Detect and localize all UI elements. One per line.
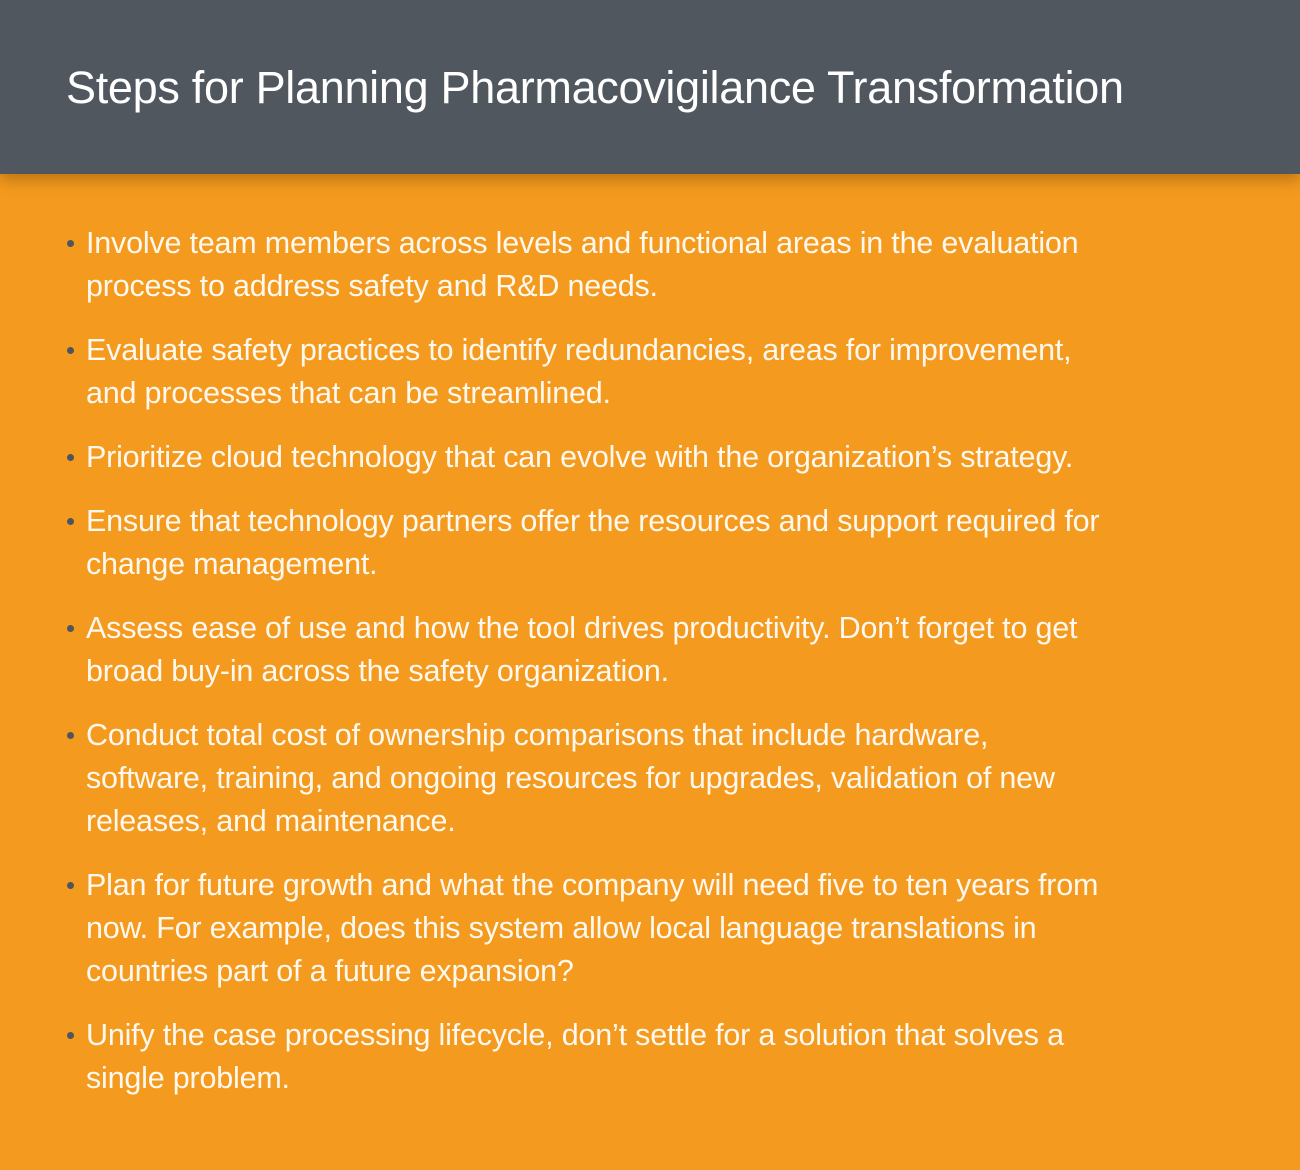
- list-item-text: Ensure that technology partners offer th…: [86, 504, 1100, 538]
- steps-list: Involve team members across levels and f…: [0, 222, 1300, 1121]
- list-item-text: Assess ease of use and how the tool driv…: [86, 611, 1078, 645]
- list-item-text: Unify the case processing lifecycle, don…: [86, 1018, 1064, 1052]
- list-item-text: Prioritize cloud technology that can evo…: [86, 440, 1074, 474]
- bullet-icon: [67, 347, 74, 354]
- list-item-text: releases, and maintenance.: [86, 804, 456, 838]
- bullet-icon: [67, 732, 74, 739]
- list-item: Conduct total cost of ownership comparis…: [0, 714, 1300, 843]
- bullet-icon: [67, 1032, 74, 1039]
- list-item-text: change management.: [86, 547, 378, 581]
- list-item-text: Plan for future growth and what the comp…: [86, 868, 1099, 902]
- list-item-text: single problem.: [86, 1061, 290, 1095]
- bullet-icon: [67, 882, 74, 889]
- list-item: Evaluate safety practices to identify re…: [0, 329, 1300, 415]
- bullet-icon: [67, 518, 74, 525]
- list-item-text: now. For example, does this system allow…: [86, 911, 1037, 945]
- list-item-text: process to address safety and R&D needs.: [86, 269, 658, 303]
- list-item-text: Involve team members across levels and f…: [86, 226, 1079, 260]
- header-banner: Steps for Planning Pharmacovigilance Tra…: [0, 0, 1300, 174]
- page-title: Steps for Planning Pharmacovigilance Tra…: [66, 62, 1124, 113]
- list-item: Unify the case processing lifecycle, don…: [0, 1014, 1300, 1100]
- list-item: Assess ease of use and how the tool driv…: [0, 607, 1300, 693]
- list-item-text: Conduct total cost of ownership comparis…: [86, 718, 989, 752]
- list-item: Prioritize cloud technology that can evo…: [0, 436, 1300, 479]
- list-item: Plan for future growth and what the comp…: [0, 864, 1300, 993]
- bullet-icon: [67, 625, 74, 632]
- list-item-text: countries part of a future expansion?: [86, 954, 574, 988]
- list-item-text: Evaluate safety practices to identify re…: [86, 333, 1072, 367]
- list-item-text: and processes that can be streamlined.: [86, 376, 611, 410]
- bullet-icon: [67, 240, 74, 247]
- list-item: Ensure that technology partners offer th…: [0, 500, 1300, 586]
- list-item: Involve team members across levels and f…: [0, 222, 1300, 308]
- list-item-text: broad buy-in across the safety organizat…: [86, 654, 669, 688]
- list-item-text: software, training, and ongoing resource…: [86, 761, 1055, 795]
- bullet-icon: [67, 454, 74, 461]
